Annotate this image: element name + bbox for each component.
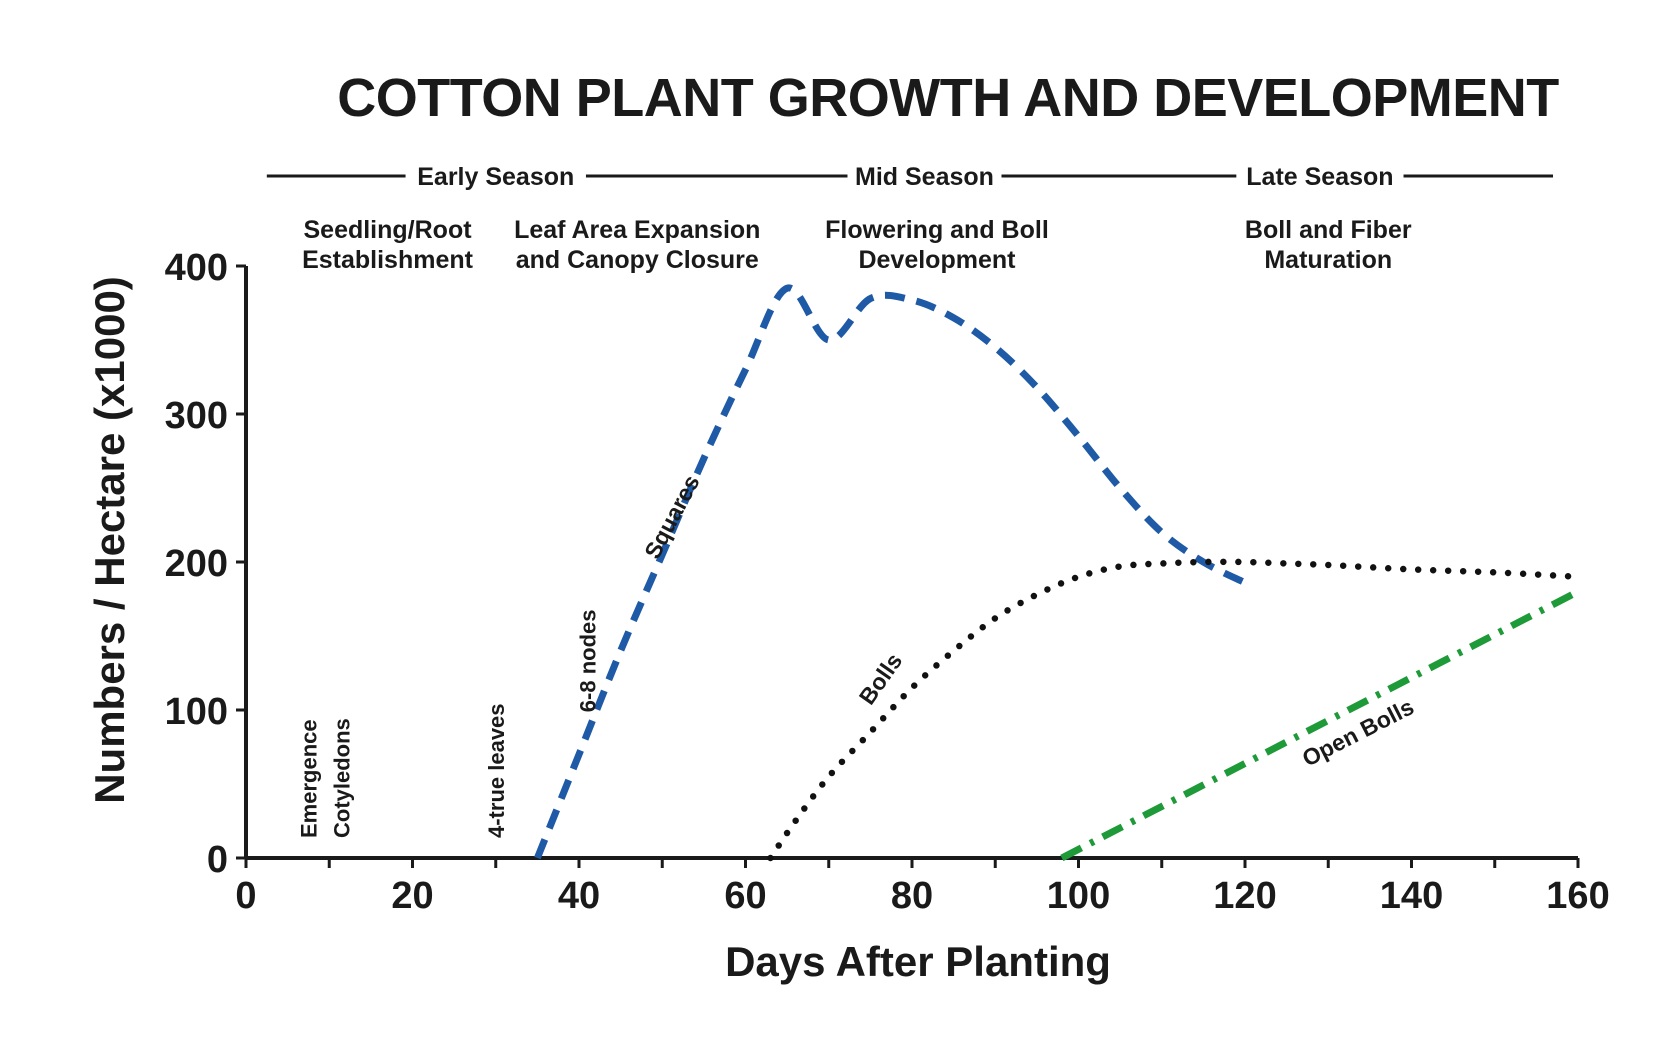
x-tick-label: 140 bbox=[1380, 875, 1443, 917]
series-lines: Squares Bolls Open Bolls bbox=[534, 284, 1582, 862]
y-axis-label: Numbers / Hectare (x1000) bbox=[86, 276, 133, 804]
series-label: Bolls bbox=[854, 648, 908, 709]
chart-title: COTTON PLANT GROWTH AND DEVELOPMENT bbox=[337, 68, 1559, 128]
x-tick-label: 160 bbox=[1546, 875, 1609, 917]
series-label: Squares bbox=[639, 471, 705, 563]
phase-label-line: and Canopy Closure bbox=[516, 246, 759, 274]
series-squares: Squares bbox=[534, 284, 1247, 860]
phase-label-line: Establishment bbox=[302, 246, 474, 274]
stage-annotation: Cotyledons bbox=[330, 718, 355, 838]
series-line bbox=[767, 558, 1582, 862]
phase-label-line: Boll and Fiber bbox=[1245, 216, 1412, 244]
phase-label-line: Seedling/Root bbox=[303, 216, 472, 244]
x-tick-label: 40 bbox=[558, 875, 600, 917]
stage-annotation: 6-8 nodes bbox=[575, 609, 600, 712]
x-tick-label: 60 bbox=[724, 875, 766, 917]
series-open-bolls: Open Bolls bbox=[1060, 588, 1580, 862]
season-bar: Early Season Mid Season Late Season bbox=[266, 163, 1554, 191]
axes: 0 20 40 60 80 100 120 140 160 0 100 200 300 400 bbox=[165, 247, 1610, 917]
series-line bbox=[534, 284, 1247, 860]
x-tick-label: 0 bbox=[235, 875, 256, 917]
stage-annotation: Emergence bbox=[296, 719, 321, 838]
x-axis-label: Days After Planting bbox=[725, 938, 1111, 985]
season-label: Late Season bbox=[1246, 163, 1393, 191]
y-tick-label: 0 bbox=[207, 839, 228, 881]
series-bolls: Bolls bbox=[767, 558, 1582, 862]
season-label: Early Season bbox=[417, 163, 574, 191]
season-label: Mid Season bbox=[855, 163, 994, 191]
stage-annotation: 4-true leaves bbox=[484, 703, 509, 838]
x-tick-label: 100 bbox=[1047, 875, 1110, 917]
phase-label-line: Leaf Area Expansion bbox=[514, 216, 760, 244]
y-tick-label: 100 bbox=[165, 691, 228, 733]
phase-label-line: Flowering and Boll bbox=[825, 216, 1049, 244]
phase-label-line: Development bbox=[858, 246, 1016, 274]
phase-label-line: Maturation bbox=[1264, 246, 1392, 274]
x-tick-label: 20 bbox=[391, 875, 433, 917]
y-tick-label: 200 bbox=[165, 543, 228, 585]
y-tick-label: 300 bbox=[165, 395, 228, 437]
x-tick-label: 80 bbox=[891, 875, 933, 917]
x-tick-label: 120 bbox=[1213, 875, 1276, 917]
y-tick-label: 400 bbox=[165, 247, 228, 289]
annotations: Emergence Cotyledons 4-true leaves 6-8 node… bbox=[296, 609, 600, 838]
series-line bbox=[1060, 588, 1580, 862]
